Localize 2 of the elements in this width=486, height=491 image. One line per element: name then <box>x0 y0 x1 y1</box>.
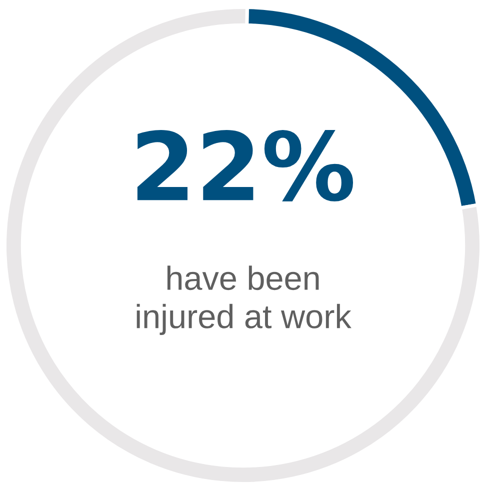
text: 22% <box>137 130 354 202</box>
text: have been injured at work <box>136 266 352 335</box>
